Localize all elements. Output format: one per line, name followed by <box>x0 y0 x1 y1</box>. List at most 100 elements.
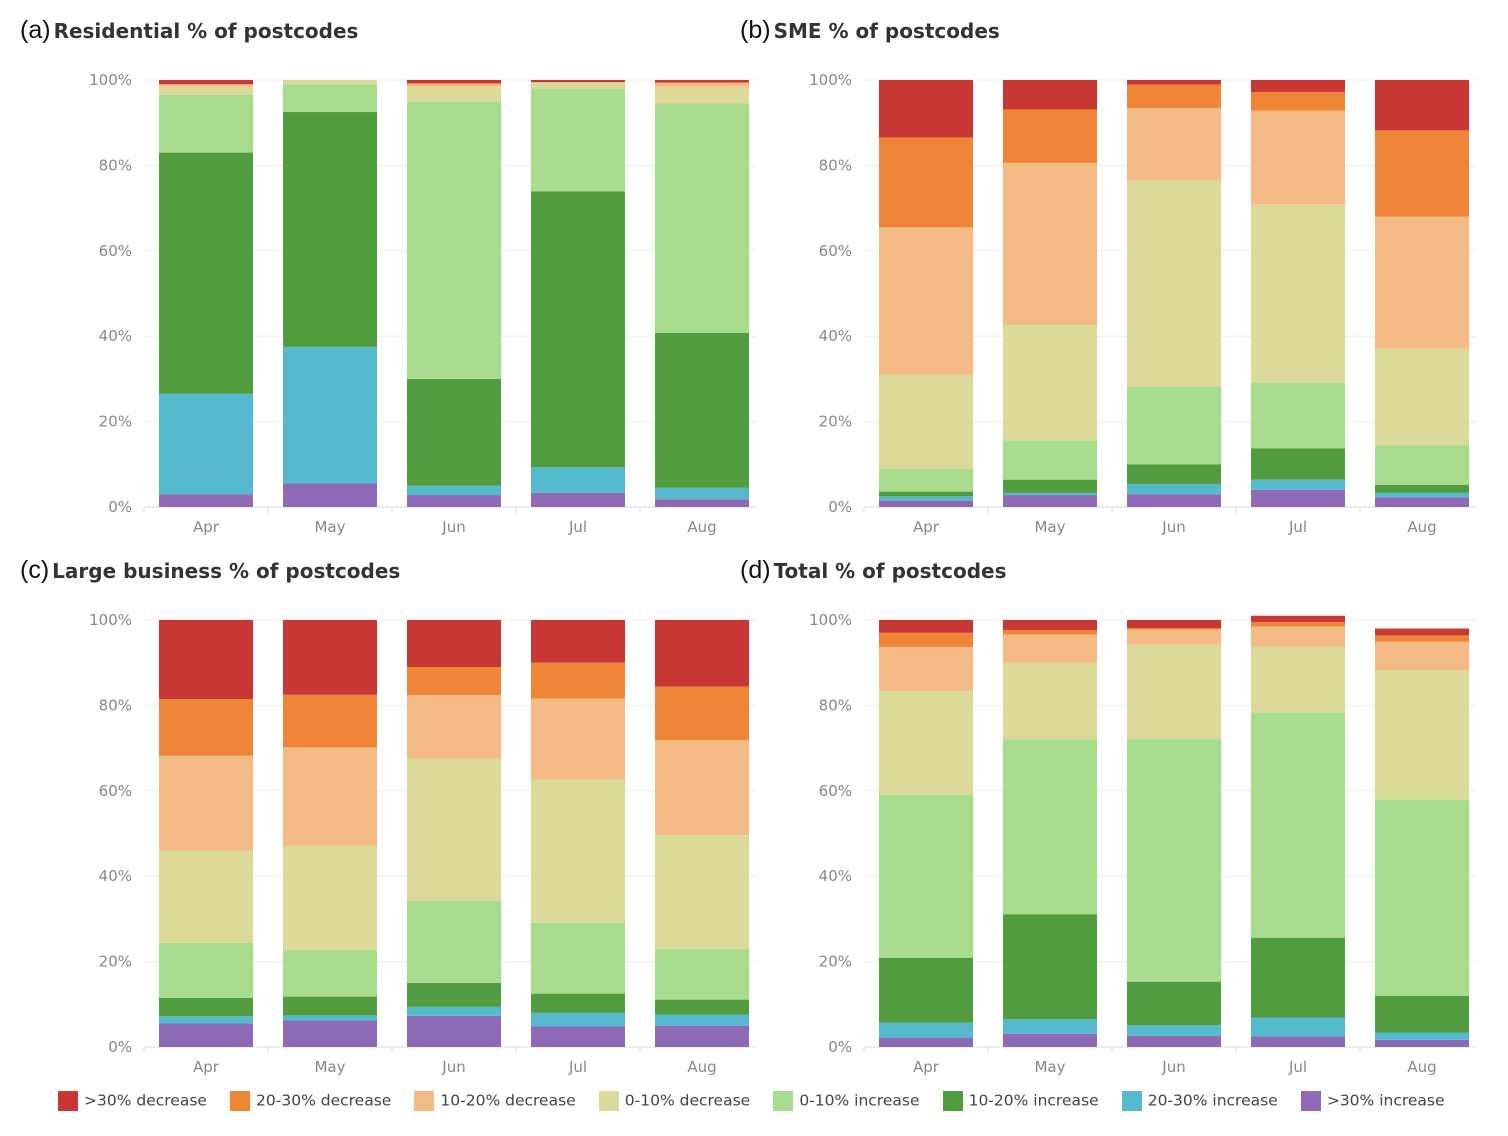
bar-segment <box>1375 799 1469 996</box>
bar-segment <box>1251 80 1345 92</box>
bar-segment <box>1003 630 1097 635</box>
bar-segment <box>879 468 973 492</box>
bar-segment <box>1375 130 1469 217</box>
bar-segment <box>1127 644 1221 740</box>
bar-segment <box>1127 464 1221 484</box>
legend-label: 0-10% decrease <box>624 1091 751 1110</box>
bar-segment <box>159 152 253 394</box>
bar-segment <box>1251 110 1345 205</box>
bar-segment <box>159 1016 253 1024</box>
bar-segment <box>1375 995 1469 1033</box>
x-tick-label: Apr <box>193 1058 220 1076</box>
bar-segment <box>159 494 253 507</box>
legend-label: 10-20% increase <box>968 1091 1099 1110</box>
bar-segment <box>1003 495 1097 507</box>
x-tick-label: Jun <box>1161 518 1185 536</box>
x-tick-label: May <box>314 1058 345 1076</box>
bar-segment <box>407 86 501 102</box>
y-tick-label: 0% <box>828 498 852 516</box>
y-tick-label: 80% <box>819 696 852 714</box>
bar-segment <box>1127 483 1221 495</box>
bar-segment <box>1375 445 1469 485</box>
x-tick-label: Jun <box>441 1058 465 1076</box>
bar-segment <box>1375 635 1469 642</box>
bar-segment <box>879 632 973 647</box>
bar-segment <box>283 694 377 748</box>
x-tick-label: Aug <box>687 1058 716 1076</box>
bar-segment <box>407 666 501 696</box>
bar-segment <box>1127 629 1221 645</box>
bar-segment <box>1251 448 1345 480</box>
x-tick-label: Apr <box>913 1058 940 1076</box>
sme-chart: 0% 20% 40% 60% 80% 100% Apr May Jun Jul Aug <box>809 71 1476 536</box>
bar-segment <box>1251 626 1345 647</box>
bar-segment <box>407 695 501 759</box>
legend-swatch <box>773 1090 794 1111</box>
y-tick-label: 0% <box>108 1038 132 1056</box>
bar-segment <box>1375 628 1469 636</box>
bar-segment <box>1003 440 1097 480</box>
bar-segment <box>1127 180 1221 388</box>
bar-segment <box>655 80 749 83</box>
bar-segment <box>531 698 625 780</box>
bar-segment <box>1375 1039 1469 1047</box>
bar-segment <box>879 795 973 958</box>
bar-segment <box>879 374 973 469</box>
bar-segment <box>283 845 377 951</box>
bar-segment <box>879 1037 973 1047</box>
bar-segment <box>1127 108 1221 181</box>
bar-segment <box>283 112 377 347</box>
bar-segment <box>1251 712 1345 938</box>
bar-segment <box>407 80 501 83</box>
bar-segment <box>531 662 625 699</box>
bar-segment <box>283 84 377 113</box>
bar-segment <box>1251 382 1345 449</box>
y-tick-label: 40% <box>99 327 132 345</box>
bar-segment <box>159 620 253 699</box>
legend: >30% decrease 20-30% decrease 10-20% dec… <box>58 1090 1463 1114</box>
bar-segment <box>407 82 501 85</box>
bar-segment <box>879 496 973 501</box>
legend-item: 0-10% increase <box>773 1090 919 1111</box>
bar-segment <box>283 483 377 507</box>
bar-segment <box>655 835 749 949</box>
y-tick-label: 20% <box>99 413 132 431</box>
bar-segment <box>655 620 749 687</box>
bar-segment <box>1003 80 1097 110</box>
bar-segment <box>1003 634 1097 663</box>
bar-segment <box>655 1025 749 1047</box>
panel-title-text: Total % of postcodes <box>773 559 1007 583</box>
bar-segment <box>1375 497 1469 507</box>
bar-segment <box>1375 641 1469 671</box>
y-tick-label: 100% <box>809 611 852 629</box>
bar-segment <box>159 1023 253 1047</box>
x-tick-label: Aug <box>687 518 716 536</box>
bar-segment <box>1003 162 1097 326</box>
bar-segment <box>1127 387 1221 465</box>
bar-segment <box>1003 662 1097 740</box>
panel-title: (c) Large business % of postcodes <box>20 556 400 585</box>
y-tick-label: 60% <box>819 782 852 800</box>
bar-segment <box>1127 981 1221 1026</box>
bar-segment <box>531 467 625 493</box>
y-tick-label: 40% <box>99 867 132 885</box>
bar-segment <box>1251 622 1345 627</box>
bar-segment <box>283 996 377 1016</box>
x-tick-label: Jun <box>441 518 465 536</box>
bar-segment <box>1127 1025 1221 1036</box>
bar-segment <box>655 103 749 333</box>
legend-swatch <box>1121 1090 1142 1111</box>
bar-segment <box>159 755 253 851</box>
bar-segment <box>1127 84 1221 109</box>
bar-segment <box>531 922 625 994</box>
x-tick-label: May <box>1034 1058 1065 1076</box>
panel-title-text: SME % of postcodes <box>773 19 1000 43</box>
panel-total: (d) Total % of postcodes 0% 20% 40% 60% 80% 10… <box>736 552 1476 1092</box>
bar-segment <box>1127 80 1221 85</box>
bar-segment <box>655 86 749 104</box>
y-tick-label: 80% <box>99 156 132 174</box>
bar-segment <box>1251 91 1345 111</box>
bar-segment <box>1251 615 1345 623</box>
legend-swatch <box>230 1090 251 1111</box>
bar-segment <box>1127 494 1221 507</box>
